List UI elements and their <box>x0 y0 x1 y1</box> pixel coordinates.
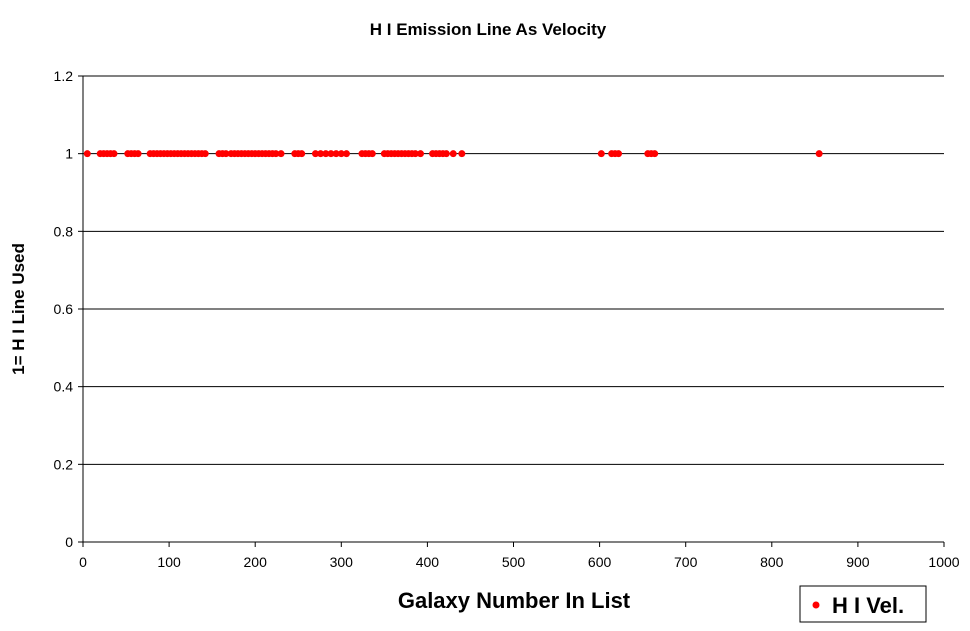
data-point <box>615 150 623 158</box>
legend-marker <box>812 601 820 609</box>
data-point <box>322 150 330 158</box>
x-axis-label: Galaxy Number In List <box>398 588 631 613</box>
y-tick-label: 1 <box>65 146 73 162</box>
data-point <box>311 150 319 158</box>
x-tick-label: 600 <box>588 554 612 570</box>
y-tick-labels: 0 0.2 0.4 0.6 0.8 1 1.2 <box>54 68 83 550</box>
x-tick-label: 200 <box>244 554 268 570</box>
data-point <box>327 150 335 158</box>
x-tick-label: 500 <box>502 554 526 570</box>
gridlines <box>83 75 944 465</box>
x-tick-labels: 0 100 200 300 400 500 600 700 800 900 1000 <box>79 542 960 570</box>
legend-label: H I Vel. <box>832 593 904 618</box>
data-point <box>651 150 659 158</box>
y-tick-label: 0.6 <box>54 301 74 317</box>
data-point <box>411 150 419 158</box>
y-tick-label: 0.2 <box>54 456 74 472</box>
data-point <box>317 150 325 158</box>
legend-box <box>799 585 927 623</box>
data-point <box>815 150 823 158</box>
x-tick-label: 100 <box>157 554 181 570</box>
y-tick-label: 1.2 <box>54 68 74 84</box>
x-tick-label: 700 <box>674 554 698 570</box>
data-point <box>201 150 209 158</box>
data-point <box>337 150 345 158</box>
data-point <box>332 150 340 158</box>
y-tick-label: 0 <box>65 534 73 550</box>
data-point <box>368 150 376 158</box>
data-point <box>272 150 280 158</box>
x-tick-label: 1000 <box>928 554 959 570</box>
data-point <box>222 150 230 158</box>
y-tick-label: 0.4 <box>54 379 74 395</box>
y-axis-label: 1= H I Line Used <box>9 243 28 375</box>
x-tick-label: 0 <box>79 554 87 570</box>
data-point <box>442 150 450 158</box>
x-tick-label: 300 <box>330 554 354 570</box>
data-point <box>277 150 285 158</box>
legend: H I Vel. <box>799 585 927 623</box>
data-point <box>417 150 425 158</box>
data-point <box>597 150 605 158</box>
data-point <box>83 150 91 158</box>
data-point <box>342 150 350 158</box>
x-tick-label: 800 <box>760 554 784 570</box>
data-point <box>134 150 142 158</box>
y-tick-label: 0.8 <box>54 223 74 239</box>
x-tick-label: 900 <box>846 554 870 570</box>
chart-title: H I Emission Line As Velocity <box>370 20 607 39</box>
data-point <box>110 150 118 158</box>
data-point <box>298 150 306 158</box>
data-point <box>449 150 457 158</box>
data-point <box>458 150 466 158</box>
series-points <box>83 150 823 158</box>
x-tick-label: 400 <box>416 554 440 570</box>
